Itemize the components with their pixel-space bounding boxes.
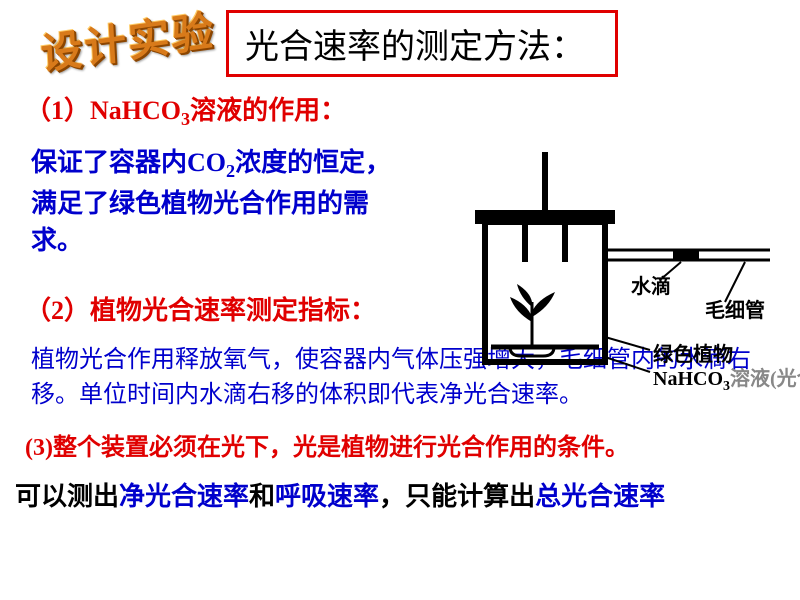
section1-heading-pre: （1）NaHCO [25,96,181,125]
summary-t3: ，只能计算出 [379,482,535,511]
summary-t1: 可以测出 [15,482,119,511]
badge-design-experiment: 设计实验 [40,10,217,77]
label-capillary: 毛细管 [705,294,765,323]
co2-c: CO [187,148,226,177]
summary-line: 可以测出净光合速率和呼吸速率，只能计算出总光合速率 [15,476,780,513]
co2-sub: 2 [226,161,235,181]
label-nahco3-sub: 3 [723,379,730,394]
section1-body-pre: 保证了容器内 [31,148,187,177]
section1-heading: （1）NaHCO3溶液的作用： [25,90,780,130]
section1-heading-sub: 3 [181,109,190,129]
summary-b2: 呼吸速率 [275,482,379,511]
section1-heading-post: 溶液的作用： [190,96,346,125]
page-title: 光合速率的测定方法： [226,10,618,77]
summary-t2: 和 [249,482,275,511]
summary-b3: 总光合速率 [535,482,665,511]
section1-body: 保证了容器内CO2浓度的恒定，满足了绿色植物光合作用的需求。 [31,144,401,260]
summary-b1: 净光合速率 [119,482,249,511]
apparatus-diagram: 水滴 毛细管 绿色植物 NaHCO3溶液(光合作用) [415,152,785,412]
section3-text: (3)整个装置必须在光下，光是植物进行光合作用的条件。 [25,427,780,462]
label-note: (光合作用) [770,368,800,390]
label-nahco3-pre: NaHCO [653,368,723,390]
label-water-drop: 水滴 [631,270,671,299]
label-nahco3-post: 溶液 [730,368,770,390]
label-nahco3: NaHCO3溶液(光合作用) [653,362,800,395]
